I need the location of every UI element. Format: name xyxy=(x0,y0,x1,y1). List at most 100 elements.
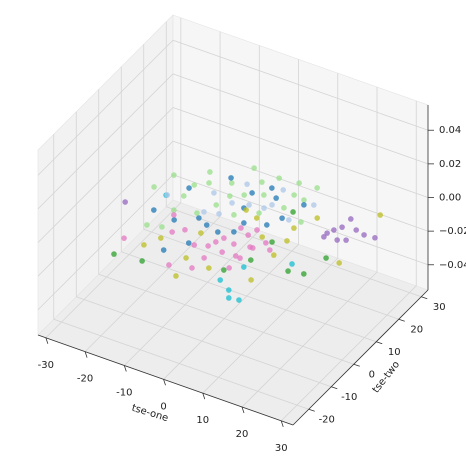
point xyxy=(256,210,262,216)
point xyxy=(181,193,187,199)
grid-line xyxy=(280,285,417,422)
point xyxy=(289,261,295,267)
point xyxy=(171,212,177,218)
y-tick xyxy=(308,408,315,412)
x-tick xyxy=(123,365,127,372)
point xyxy=(261,205,267,211)
point xyxy=(171,207,177,213)
y-tick xyxy=(376,341,383,345)
point xyxy=(191,242,198,248)
point xyxy=(198,230,204,236)
y-tick xyxy=(331,386,338,390)
point xyxy=(219,249,225,255)
point xyxy=(151,184,157,190)
point xyxy=(139,258,145,264)
point xyxy=(111,251,117,257)
point xyxy=(215,229,221,235)
x-tick-label: -20 xyxy=(77,374,93,385)
grid-line xyxy=(45,202,182,339)
point xyxy=(269,202,275,208)
point xyxy=(377,212,384,218)
point xyxy=(164,192,171,198)
point xyxy=(203,222,210,228)
x-tick-label: 0 xyxy=(160,401,166,412)
point xyxy=(238,225,244,231)
x-tick xyxy=(84,351,88,358)
x-tick-label: -30 xyxy=(38,360,54,371)
y-tick-label: 0 xyxy=(369,369,375,380)
point xyxy=(241,220,247,226)
x-tick-label: 30 xyxy=(275,443,288,454)
point xyxy=(279,215,285,221)
grid-line xyxy=(37,39,174,176)
point xyxy=(263,240,269,246)
point xyxy=(225,287,232,293)
point xyxy=(339,224,345,230)
y-tick-label: 10 xyxy=(388,347,401,358)
point xyxy=(246,202,252,208)
point xyxy=(334,237,340,243)
point xyxy=(245,232,251,238)
point xyxy=(182,227,188,233)
point xyxy=(216,211,222,217)
grid-line xyxy=(76,296,332,388)
point xyxy=(205,243,211,249)
point xyxy=(264,222,270,228)
y-tick xyxy=(353,363,360,367)
point xyxy=(237,255,243,261)
point xyxy=(271,252,277,258)
x-tick xyxy=(163,379,166,386)
point xyxy=(290,209,296,215)
point xyxy=(314,185,320,191)
point xyxy=(301,271,307,277)
point xyxy=(226,295,232,301)
x-tick-label: -10 xyxy=(116,387,132,398)
point xyxy=(251,165,257,171)
point xyxy=(171,172,177,178)
point xyxy=(173,273,179,279)
point xyxy=(213,239,219,245)
point xyxy=(186,185,192,191)
y-axis-line xyxy=(292,289,429,426)
point xyxy=(314,215,321,221)
point xyxy=(331,227,337,233)
point xyxy=(236,297,242,303)
point xyxy=(248,277,254,283)
point xyxy=(291,192,297,198)
grid-line xyxy=(124,230,260,366)
point xyxy=(291,225,297,231)
point xyxy=(321,234,327,240)
grid xyxy=(37,17,429,422)
point xyxy=(336,260,342,266)
point xyxy=(244,181,250,187)
grid-line xyxy=(202,257,339,394)
point xyxy=(243,207,249,213)
grid-line xyxy=(121,251,377,343)
grid-line xyxy=(163,244,299,380)
point xyxy=(311,202,317,208)
point xyxy=(206,265,212,271)
point xyxy=(171,217,177,223)
point xyxy=(169,229,175,235)
point xyxy=(280,187,287,193)
grid-line xyxy=(98,273,354,365)
point xyxy=(284,238,290,244)
point xyxy=(267,247,273,253)
point xyxy=(253,215,260,221)
point xyxy=(285,268,291,274)
point xyxy=(151,207,157,213)
grid-line xyxy=(37,140,174,277)
point xyxy=(281,205,287,211)
grid-line xyxy=(37,107,174,243)
y-axis-label: tse-two xyxy=(371,359,403,395)
panes xyxy=(37,14,429,426)
point xyxy=(159,224,165,230)
grid-line xyxy=(172,107,429,198)
point xyxy=(286,217,292,223)
x-tick xyxy=(241,406,245,414)
grid-line xyxy=(241,271,378,408)
y-tick xyxy=(421,296,428,300)
z-tick-label: 0.04 xyxy=(439,125,461,136)
